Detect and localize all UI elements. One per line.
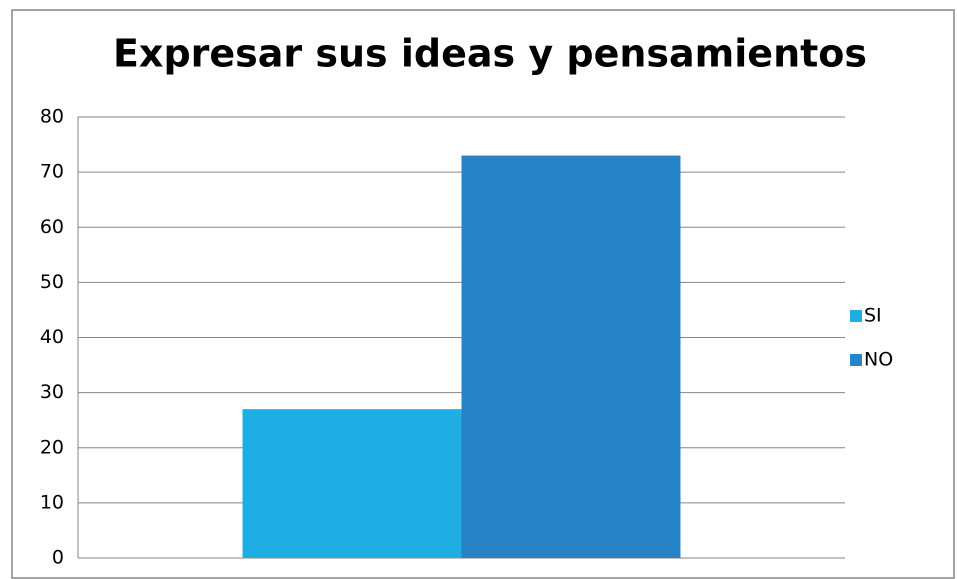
chart-title: Expresar sus ideas y pensamientos — [113, 32, 867, 76]
legend-label: SI — [864, 305, 882, 327]
y-tick-label: 70 — [40, 161, 64, 183]
y-tick-label: 50 — [40, 271, 64, 293]
legend-swatch — [850, 310, 862, 322]
bar — [242, 409, 462, 558]
y-tick-label: 80 — [40, 106, 64, 128]
y-tick-label: 10 — [40, 491, 64, 513]
y-tick-label: 0 — [52, 547, 64, 569]
y-tick-label: 60 — [40, 216, 64, 238]
y-tick-label: 40 — [40, 326, 64, 348]
legend-label: NO — [864, 349, 893, 371]
bar — [461, 155, 681, 558]
y-tick-label: 20 — [40, 436, 64, 458]
legend-swatch — [850, 354, 862, 366]
y-tick-label: 30 — [40, 381, 64, 403]
